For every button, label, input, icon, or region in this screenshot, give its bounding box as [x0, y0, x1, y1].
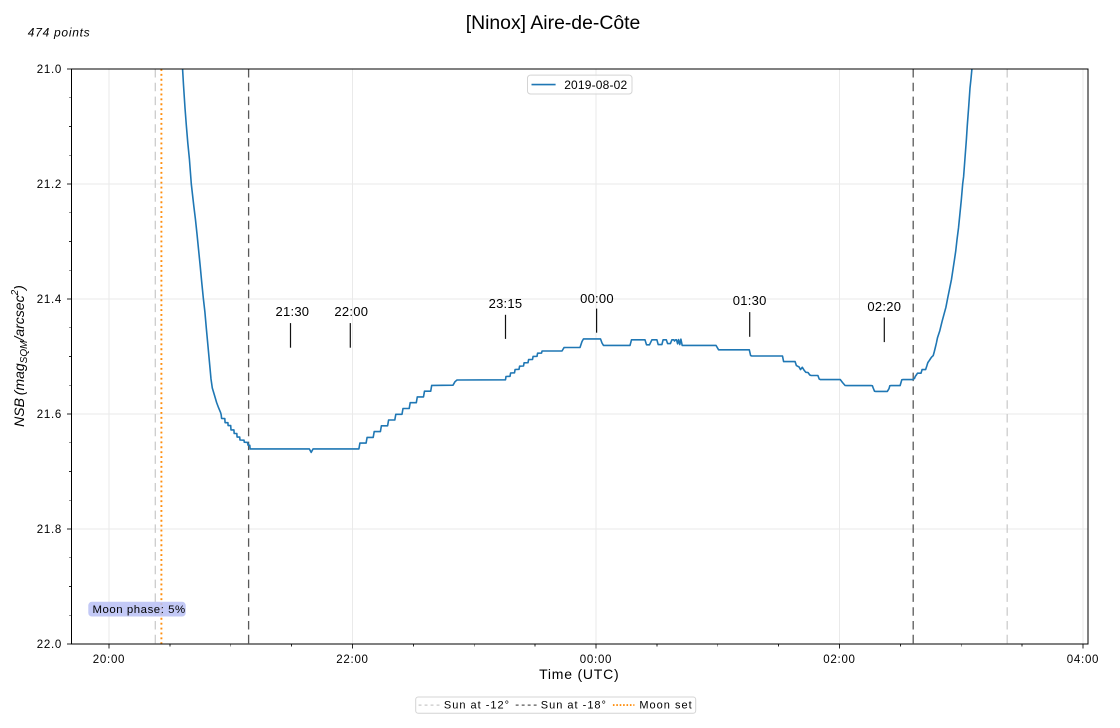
- svg-text:00:00: 00:00: [580, 654, 612, 666]
- svg-text:Moon phase: 5%: Moon phase: 5%: [93, 604, 186, 616]
- svg-text:01:30: 01:30: [733, 293, 767, 308]
- svg-text:21.6: 21.6: [37, 409, 62, 421]
- svg-text:474 points: 474 points: [28, 25, 91, 39]
- svg-text:21.8: 21.8: [37, 524, 62, 536]
- svg-text:04:00: 04:00: [1067, 654, 1099, 666]
- svg-text:[Ninox] Aire-de-Côte: [Ninox] Aire-de-Côte: [466, 12, 641, 34]
- svg-text:Time (UTC): Time (UTC): [539, 666, 619, 682]
- svg-text:21.2: 21.2: [37, 179, 62, 191]
- svg-text:02:00: 02:00: [823, 654, 855, 666]
- svg-text:20:00: 20:00: [93, 654, 125, 666]
- svg-text:Moon set: Moon set: [639, 700, 692, 712]
- svg-text:22.0: 22.0: [37, 639, 62, 651]
- svg-text:Sun at -12°: Sun at -12°: [444, 700, 510, 712]
- svg-text:22:00: 22:00: [334, 304, 368, 319]
- svg-text:21.0: 21.0: [37, 64, 62, 76]
- svg-text:02:20: 02:20: [867, 299, 901, 314]
- svg-text:NSB (magSQM/arcsec2): NSB (magSQM/arcsec2): [10, 285, 30, 427]
- svg-text:21:30: 21:30: [276, 304, 310, 319]
- svg-text:Sun at -18°: Sun at -18°: [541, 700, 607, 712]
- svg-text:22:00: 22:00: [336, 654, 368, 666]
- svg-text:00:00: 00:00: [580, 291, 614, 306]
- svg-text:2019-08-02: 2019-08-02: [564, 78, 627, 92]
- svg-text:23:15: 23:15: [489, 296, 523, 311]
- svg-text:21.4: 21.4: [37, 294, 62, 306]
